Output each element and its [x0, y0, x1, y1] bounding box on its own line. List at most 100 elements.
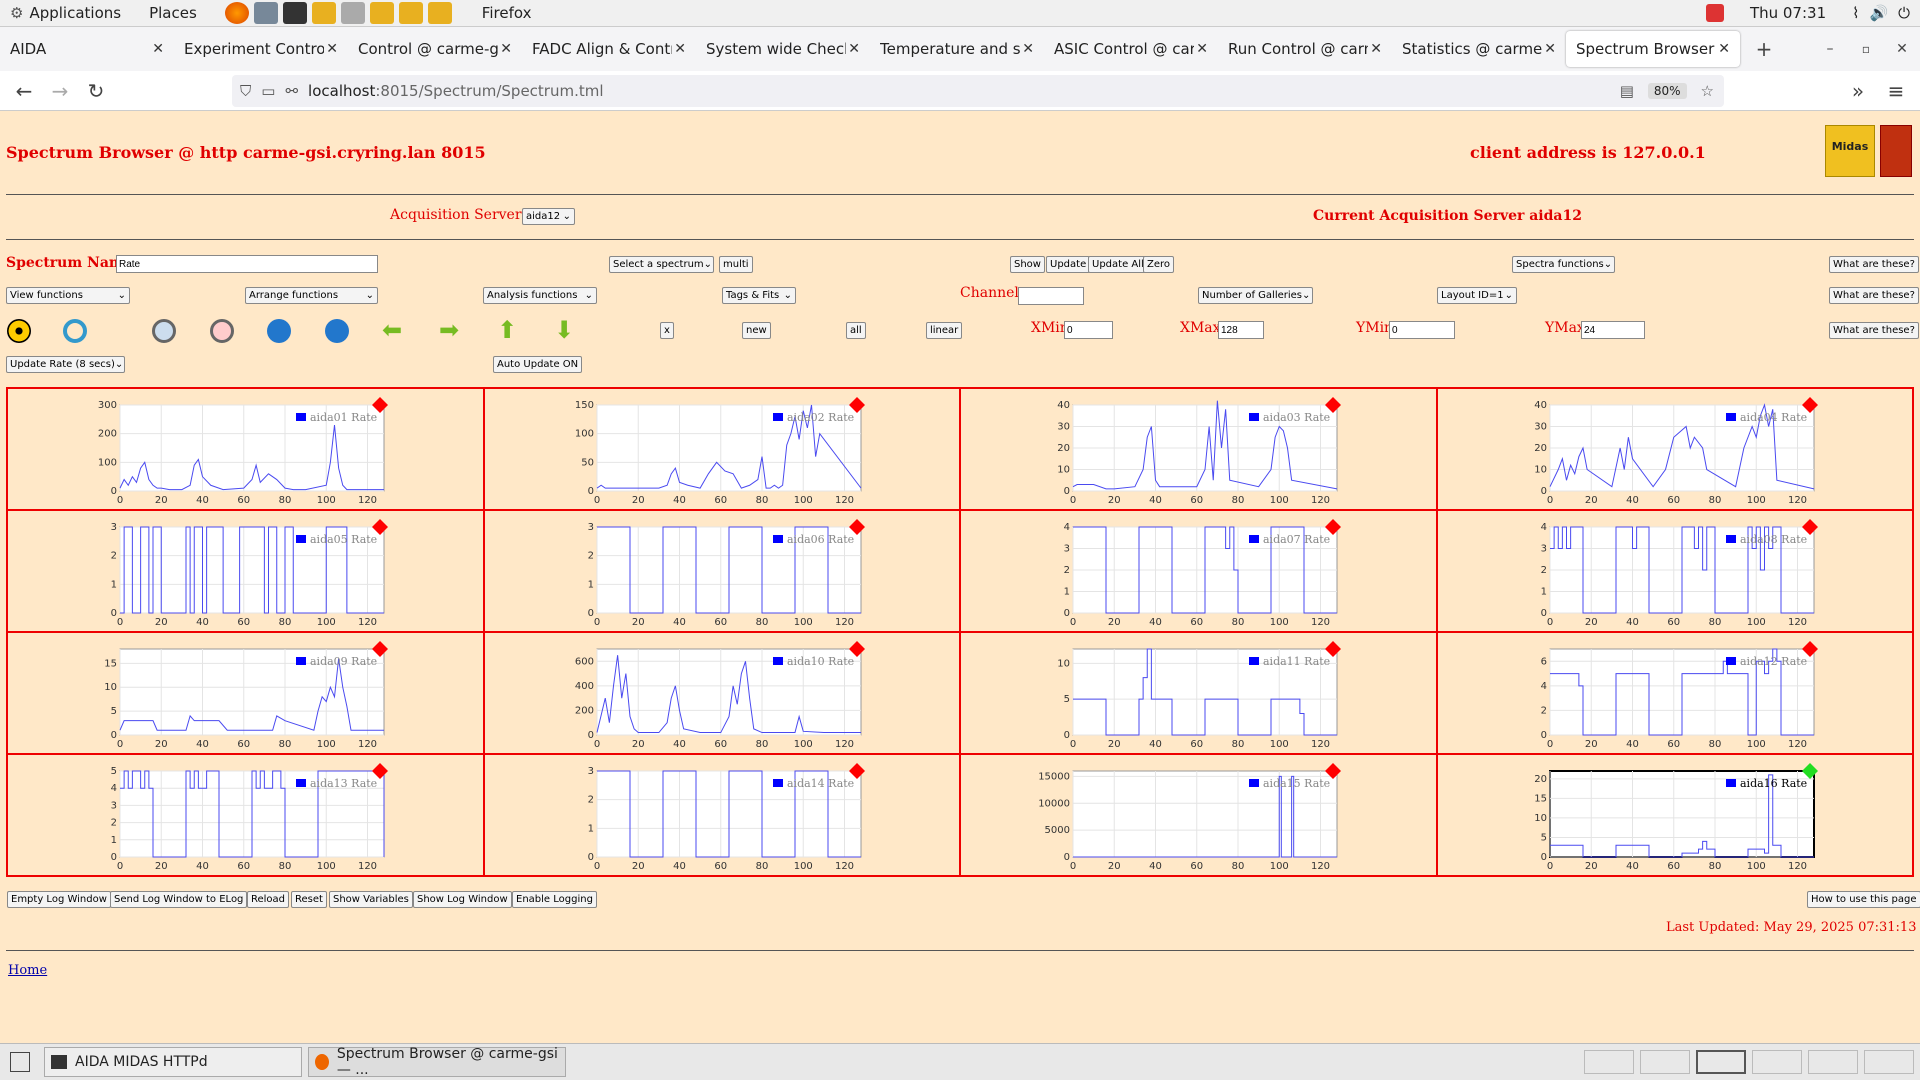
places-menu[interactable]: Places [149, 4, 197, 22]
auto-update-button[interactable]: Auto Update ON [493, 356, 583, 373]
arrange-functions-select[interactable]: Arrange functions ⌄ [245, 287, 378, 304]
shield-icon[interactable]: ⛉ [240, 82, 252, 100]
file-manager-icon[interactable] [253, 2, 278, 24]
show-variables-button[interactable]: Show Variables [329, 891, 413, 908]
tab-system-wide-checks[interactable]: System wide Checks @✕ [706, 40, 860, 58]
reader-mode-icon[interactable]: ▤ [1619, 82, 1634, 100]
close-icon[interactable]: ✕ [1370, 41, 1382, 57]
acquisition-server-select[interactable]: aida12 ⌄ [522, 208, 575, 225]
spectrum-panel[interactable]: 0 20 40 60 80 100 120 0 2 4 6 aida12 Rate [1436, 632, 1913, 754]
analysis-functions-select[interactable]: Analysis functions ⌄ [483, 287, 597, 304]
maximize-icon[interactable]: ▫ [1861, 42, 1871, 56]
close-icon[interactable]: ✕ [848, 41, 860, 57]
expand-vertical-icon[interactable] [267, 319, 291, 343]
spectrum-panel[interactable]: 0 20 40 60 80 100 120 0 50 100 150 aida02 Rate [483, 388, 960, 510]
multi-button[interactable]: multi [719, 256, 753, 273]
radiation-icon[interactable] [7, 319, 31, 343]
close-icon[interactable]: ✕ [500, 41, 512, 57]
spectrum-panel[interactable]: 0 20 40 60 80 100 120 0 5000 10000 15000 aida15 Rat… [960, 754, 1437, 876]
what-are-these-button[interactable]: What are these? [1829, 287, 1919, 304]
spectrum-panel[interactable]: 0 20 40 60 80 100 120 0 10 20 30 40 aida04 Rate [1436, 388, 1913, 510]
enable-logging-button[interactable]: Enable Logging [512, 891, 597, 908]
workspace-6[interactable] [1864, 1050, 1914, 1074]
workspace-switcher[interactable] [1578, 1050, 1914, 1074]
zoom-out-icon[interactable] [210, 319, 234, 343]
xmin-input[interactable] [1064, 321, 1113, 339]
tab-run-control[interactable]: Run Control @ carme✕ [1228, 40, 1382, 58]
how-to-use-button[interactable]: How to use this page [1807, 891, 1920, 908]
spectrum-panel[interactable]: 0 20 40 60 80 100 120 0 10 20 30 40 aida03 Rate [960, 388, 1437, 510]
close-icon[interactable]: ✕ [1544, 41, 1556, 57]
refresh-icon[interactable] [63, 319, 87, 343]
midas-icon-1[interactable] [311, 2, 336, 24]
spectrum-panel[interactable]: 0 20 40 60 80 100 120 0 1 2 3 aida05 Rate [7, 510, 484, 632]
show-desktop-icon[interactable] [10, 1052, 30, 1072]
spectrum-panel[interactable]: 0 20 40 60 80 100 120 0 1 2 3 4 aida07 Rate [960, 510, 1437, 632]
close-icon[interactable]: ✕ [1196, 41, 1208, 57]
arrow-right-icon[interactable]: ➡ [439, 316, 460, 344]
spectrum-name-input[interactable] [116, 255, 378, 273]
tab-fadc-align[interactable]: FADC Align & Control✕ [532, 40, 686, 58]
reload-button[interactable]: Reload [247, 891, 290, 908]
applications-menu[interactable]: ⚙ Applications [10, 4, 122, 22]
reset-button[interactable]: Reset [291, 891, 327, 908]
linear-button[interactable]: linear [926, 322, 963, 339]
arrow-left-icon[interactable]: ⬅ [382, 316, 403, 344]
channel-input[interactable] [1018, 287, 1084, 305]
network-icon[interactable]: ⌇ [1852, 4, 1860, 22]
midas-icon-4[interactable] [427, 2, 452, 24]
show-log-window-button[interactable]: Show Log Window [413, 891, 512, 908]
taskbar-item-aida-midas[interactable]: AIDA MIDAS HTTPd [44, 1047, 302, 1077]
tags-fits-select[interactable]: Tags & Fits ⌄ [722, 287, 796, 304]
number-of-galleries-select[interactable]: Number of Galleries ⌄ [1198, 287, 1313, 304]
url-bar[interactable]: ⛉ ▭ ⚯ localhost:8015/Spectrum/Spectrum.t… [232, 75, 1724, 107]
permissions-icon[interactable]: ⚯ [285, 82, 299, 100]
send-log-to-elog-button[interactable]: Send Log Window to ELog [110, 891, 248, 908]
window-close-icon[interactable]: ✕ [1896, 41, 1908, 57]
midas-icon-2[interactable] [369, 2, 394, 24]
tab-spectrum-browser[interactable]: Spectrum Browser @✕ [1566, 31, 1740, 67]
update-all-button[interactable]: Update All [1088, 256, 1148, 273]
printer-icon[interactable] [340, 2, 365, 24]
back-icon[interactable]: ← [15, 78, 33, 103]
zero-button[interactable]: Zero [1143, 256, 1175, 273]
overflow-icon[interactable]: » [1851, 78, 1865, 103]
tab-temperature[interactable]: Temperature and stat✕ [880, 40, 1034, 58]
spectrum-panel[interactable]: 0 20 40 60 80 100 120 0 1 2 3 4 5 aida13 Rate [7, 754, 484, 876]
close-icon[interactable]: ✕ [1718, 41, 1730, 57]
empty-log-window-button[interactable]: Empty Log Window [7, 891, 111, 908]
tab-experiment-control[interactable]: Experiment Control @✕ [184, 40, 338, 58]
tab-aida[interactable]: AIDA ✕ [10, 40, 164, 58]
reload-icon[interactable]: ↻ [87, 78, 105, 103]
spectra-functions-select[interactable]: Spectra functions ⌄ [1512, 256, 1615, 273]
alert-icon[interactable] [1705, 4, 1724, 22]
shrink-vertical-icon[interactable] [325, 319, 349, 343]
what-are-these-button[interactable]: What are these? [1829, 322, 1919, 339]
close-icon[interactable]: ✕ [674, 41, 686, 57]
workspace-2[interactable] [1640, 1050, 1690, 1074]
spectrum-panel[interactable]: 0 20 40 60 80 100 120 0 5 10 aida11 Rate [960, 632, 1437, 754]
spectrum-panel[interactable]: 0 20 40 60 80 100 120 0 100 200 300 aida01 Rate [7, 388, 484, 510]
tab-statistics[interactable]: Statistics @ carme-g ✕ [1402, 40, 1556, 58]
volume-icon[interactable]: 🔊 [1869, 4, 1889, 22]
zoom-level[interactable]: 80% [1647, 83, 1687, 99]
all-button[interactable]: all [846, 322, 866, 339]
select-spectrum-select[interactable]: Select a spectrum ⌄ [609, 256, 714, 273]
ymin-input[interactable] [1389, 321, 1455, 339]
spectrum-panel[interactable]: 0 20 40 60 80 100 120 0 5 10 15 aida09 Rate [7, 632, 484, 754]
xmax-input[interactable] [1218, 321, 1264, 339]
update-button[interactable]: Update [1046, 256, 1091, 273]
new-tab-icon[interactable]: + [1755, 37, 1773, 61]
spectrum-panel[interactable]: 0 20 40 60 80 100 120 0 1 2 3 aida06 Rate [483, 510, 960, 632]
bookmark-star-icon[interactable]: ☆ [1700, 82, 1714, 100]
minimize-icon[interactable]: – [1826, 41, 1834, 57]
workspace-4[interactable] [1752, 1050, 1802, 1074]
forward-icon[interactable]: → [51, 78, 69, 103]
spectrum-panel[interactable]: 0 20 40 60 80 100 120 0 1 2 3 4 aida08 Rate [1436, 510, 1913, 632]
tab-asic-control[interactable]: ASIC Control @ carm✕ [1054, 40, 1208, 58]
menu-icon[interactable]: ≡ [1887, 78, 1905, 103]
close-icon[interactable]: ✕ [152, 41, 164, 57]
spectrum-panel[interactable]: 0 20 40 60 80 100 120 0 200 400 600 aida10 Rate [483, 632, 960, 754]
x-button[interactable]: x [660, 322, 674, 339]
power-icon[interactable]: ⏻ [1898, 4, 1910, 22]
